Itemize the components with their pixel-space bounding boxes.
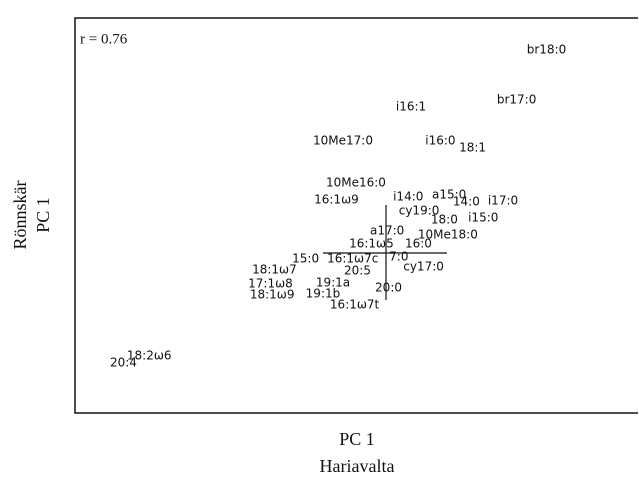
y-axis-label: PC 1 xyxy=(33,197,53,233)
point-label: cy17:0 xyxy=(403,259,444,273)
point-label: cy19:0 xyxy=(399,204,440,218)
point-label: 7:0 xyxy=(389,249,408,263)
point-label: 17:1ω8 xyxy=(248,276,293,290)
point-label: br18:0 xyxy=(527,42,567,56)
point-label: 16:1ω5 xyxy=(349,236,394,250)
x-axis-label: PC 1 xyxy=(339,429,375,449)
point-label: 10Me18:0 xyxy=(418,227,478,241)
point-label: 18:1ω9 xyxy=(250,287,295,301)
point-label: 18:0 xyxy=(431,212,458,226)
point-label: 10Me16:0 xyxy=(326,176,386,190)
y-axis-label: Rönnskär xyxy=(10,181,30,250)
point-label: 18:1 xyxy=(459,140,486,154)
point-label: a15:0 xyxy=(432,187,466,201)
point-label: 16:1ω9 xyxy=(314,193,359,207)
point-label: 18:1ω7 xyxy=(252,263,297,277)
point-label: 18:2ω6 xyxy=(127,349,172,363)
point-label: 20:0 xyxy=(375,281,402,295)
point-label: i17:0 xyxy=(488,193,518,207)
point-label: 16:1ω7t xyxy=(330,298,380,312)
x-axis-label: Hariavalta xyxy=(320,456,395,476)
point-label: br17:0 xyxy=(497,93,537,107)
point-label: 20:5 xyxy=(344,264,371,278)
point-label: 20:4 xyxy=(110,355,137,369)
point-label: i14:0 xyxy=(393,189,423,203)
point-label: i16:0 xyxy=(425,133,455,147)
point-label: 19:1a xyxy=(316,276,350,290)
point-label: 16:0 xyxy=(405,236,432,250)
point-label: i16:1 xyxy=(396,99,426,113)
point-label: a17:0 xyxy=(370,223,404,237)
point-label: 15:0 xyxy=(292,251,319,265)
point-label: 19:1b xyxy=(306,287,341,301)
point-label: i15:0 xyxy=(468,210,498,224)
point-label: 14:0 xyxy=(453,195,480,209)
annotation: r = 0.76 xyxy=(80,31,128,47)
point-label: 16:1ω7c xyxy=(327,251,378,265)
plot-frame xyxy=(74,17,638,414)
point-label: 10Me17:0 xyxy=(313,133,373,147)
